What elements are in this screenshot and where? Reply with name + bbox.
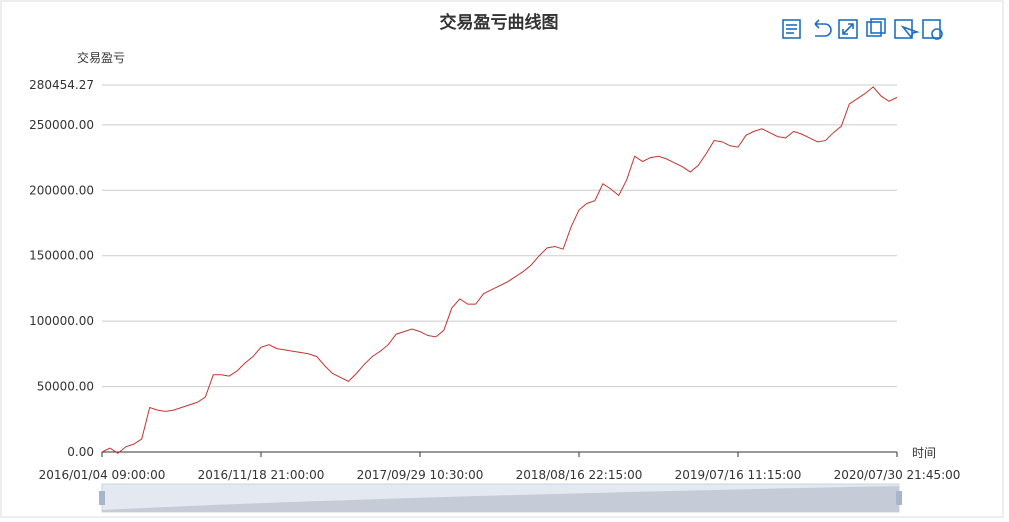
y-tick-label: 250000.00 [29, 118, 94, 132]
y-tick-label: 50000.00 [37, 380, 94, 394]
y-tick-label: 100000.00 [29, 314, 94, 328]
zoom-handle[interactable] [896, 491, 902, 505]
line [101, 86, 898, 454]
x-tick-label: 2016/11/18 21:00:00 [198, 468, 325, 482]
x-tick-label: 2016/01/04 09:00:00 [39, 468, 166, 482]
data-view-button[interactable] [782, 19, 801, 39]
y-tick-label: 150000.00 [29, 249, 94, 263]
magic-button[interactable] [866, 18, 886, 37]
zoom-preview [102, 486, 899, 512]
restore-button[interactable] [814, 19, 832, 37]
select-button[interactable] [894, 19, 920, 39]
y-tick-label: 280454.27 [29, 78, 94, 92]
y-tick-label: 200000.00 [29, 183, 94, 197]
x-tick-label: 2017/09/29 10:30:00 [357, 468, 484, 482]
zoom-handle[interactable] [99, 491, 105, 505]
x-tick-label: 2019/07/16 11:15:00 [675, 468, 802, 482]
x-tick-label: 2018/08/16 22:15:00 [516, 468, 643, 482]
zoom-button[interactable] [838, 19, 858, 39]
x-tick-label: 2020/07/30 21:45:00 [834, 468, 961, 482]
y-axis-title: 交易盈亏 [77, 50, 125, 65]
chart-title: 交易盈亏曲线图 [440, 12, 559, 33]
y-tick-label: 0.00 [67, 445, 94, 459]
toolbox [782, 18, 943, 40]
x-axis-title: 时间 [912, 446, 936, 460]
clear-button[interactable] [922, 19, 943, 40]
data-zoom[interactable] [99, 483, 902, 513]
